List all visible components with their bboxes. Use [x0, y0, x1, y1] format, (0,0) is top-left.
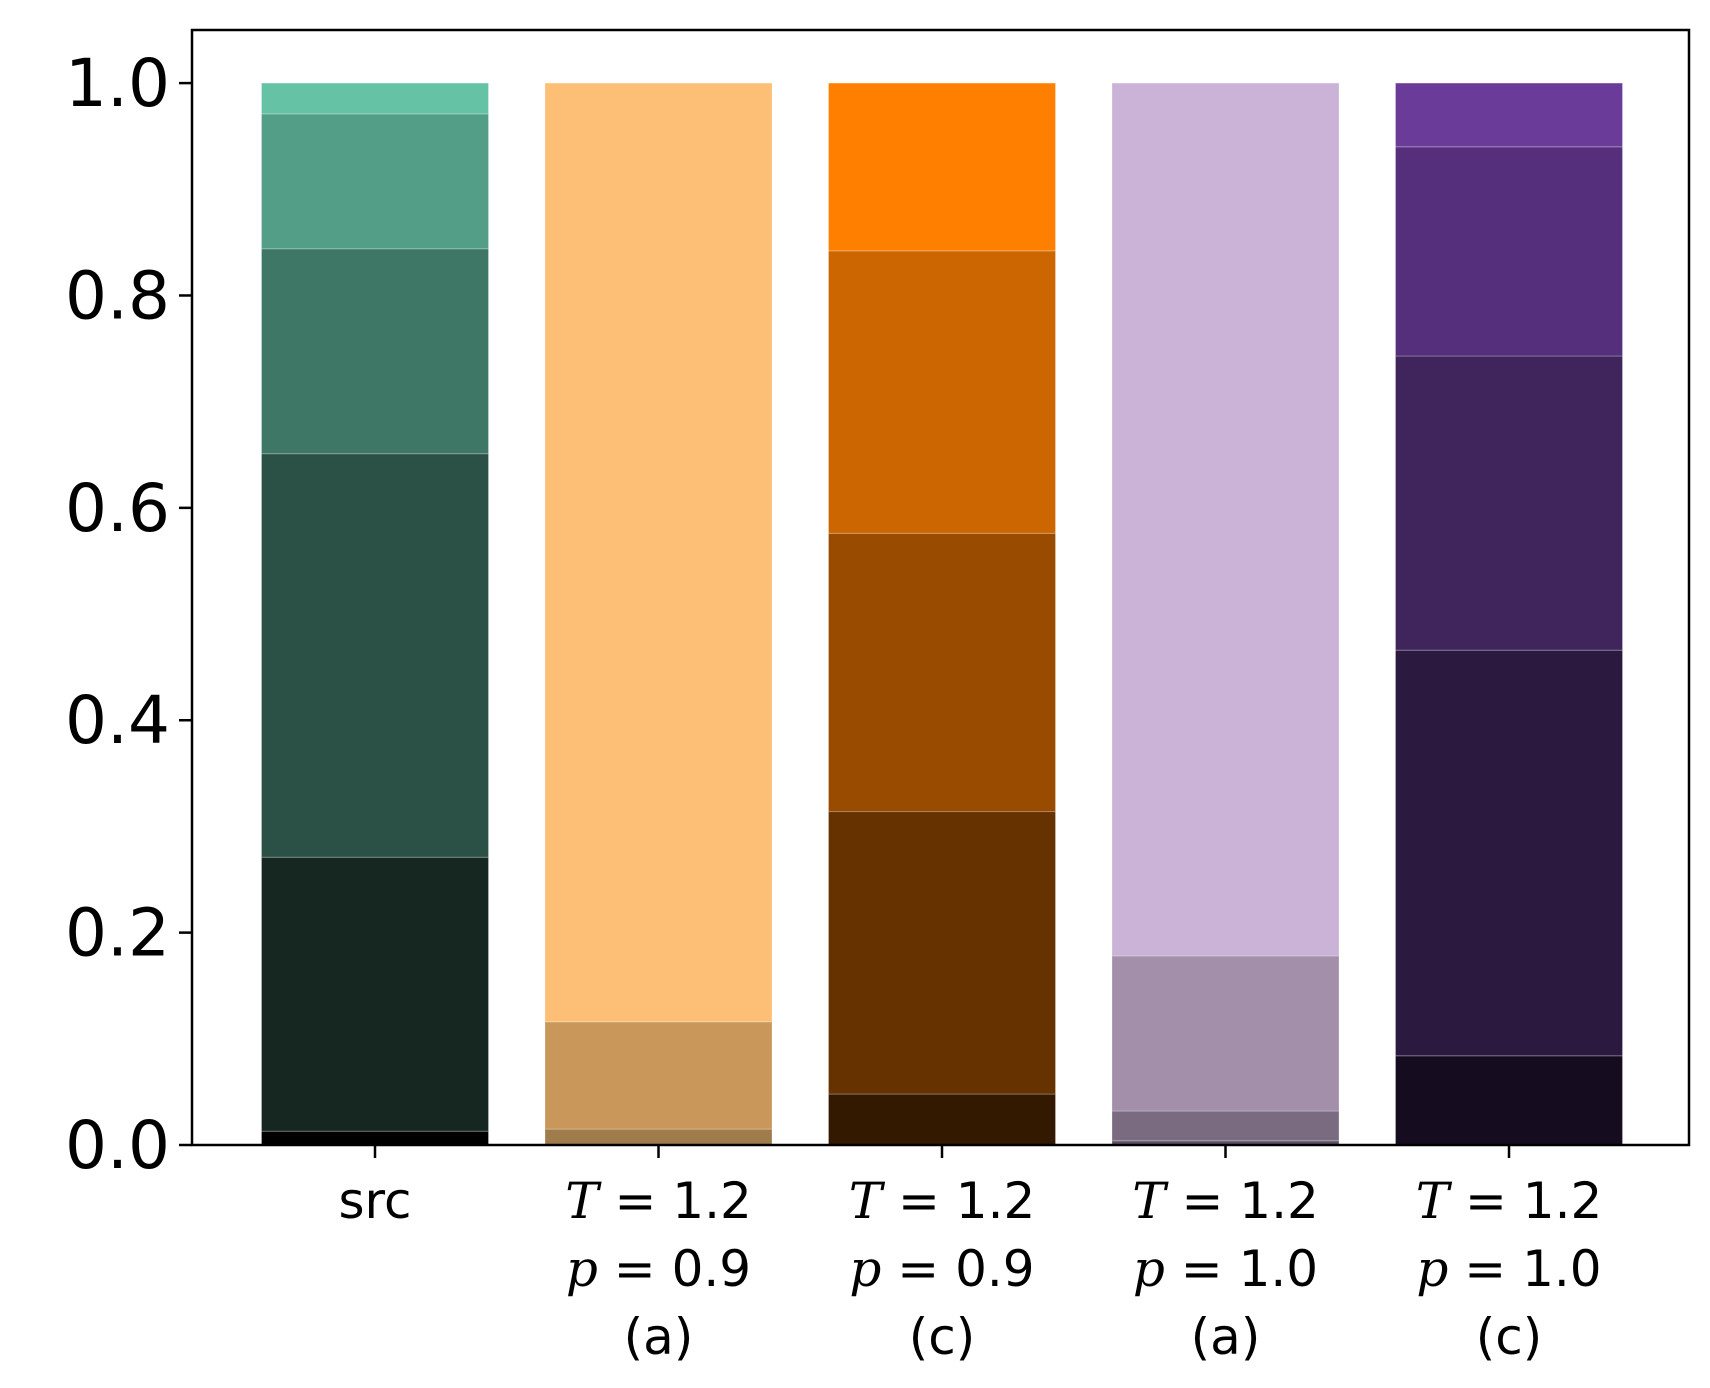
bar-segment-1-2: [544, 82, 773, 1023]
bar-stack-4: [1395, 82, 1623, 1146]
bar-segment-4-2: [1395, 355, 1623, 651]
plot-frame: [190, 28, 1691, 1147]
bar-segment-0-5: [261, 82, 489, 115]
bar-segment-0-4: [261, 113, 489, 250]
y-tick-label: 1.0: [65, 45, 170, 122]
y-tick-label: 0.0: [65, 1107, 170, 1184]
bar-segment-2-3: [828, 250, 1056, 534]
bar-stack-1: [544, 82, 773, 1146]
bar-segment-3-2: [1111, 955, 1340, 1112]
bar-segment-0-3: [261, 248, 489, 455]
bar-segment-2-2: [828, 532, 1056, 813]
bar-segment-3-1: [1111, 1110, 1340, 1142]
bar-stack-3: [1111, 82, 1340, 1146]
bar-segment-0-2: [261, 453, 489, 858]
bar-segment-2-0: [828, 1093, 1056, 1146]
bar-stack-2: [828, 82, 1056, 1146]
bar-segment-1-1: [544, 1021, 773, 1130]
x-tick-label: T = 1.2 p = 0.9 (a): [565, 1172, 752, 1366]
bar-segment-4-3: [1395, 146, 1623, 357]
bar-segment-4-0: [1395, 1055, 1623, 1146]
x-tick-label: T = 1.2 p = 1.0 (c): [1416, 1172, 1603, 1366]
x-tick-label: T = 1.2 p = 1.0 (a): [1132, 1172, 1319, 1366]
y-axis: 0.0 0.2 0.4 0.6 0.8 1.0: [65, 45, 192, 1184]
bar-segment-0-0: [261, 1130, 489, 1146]
bar-segment-3-3: [1111, 82, 1340, 957]
y-tick-label: 0.2: [65, 895, 170, 972]
x-axis: src T = 1.2 p = 0.9 (a) T = 1.2 p = 0.9 (c) T =…: [339, 1145, 1603, 1366]
bar-segment-0-1: [261, 856, 489, 1132]
y-tick-label: 0.6: [65, 470, 170, 547]
bar-segment-2-1: [828, 811, 1056, 1095]
y-tick-label: 0.8: [65, 257, 170, 334]
bar-stack-0: [261, 82, 489, 1146]
x-tick-label: T = 1.2 p = 0.9 (c): [849, 1172, 1036, 1366]
x-tick-label: src: [339, 1172, 412, 1230]
bars-layer: [261, 82, 1623, 1146]
bar-segment-4-1: [1395, 649, 1623, 1057]
bar-segment-2-4: [828, 82, 1056, 252]
bar-segment-1-0: [544, 1128, 773, 1146]
y-tick-label: 0.4: [65, 682, 170, 759]
bar-segment-4-4: [1395, 82, 1623, 148]
